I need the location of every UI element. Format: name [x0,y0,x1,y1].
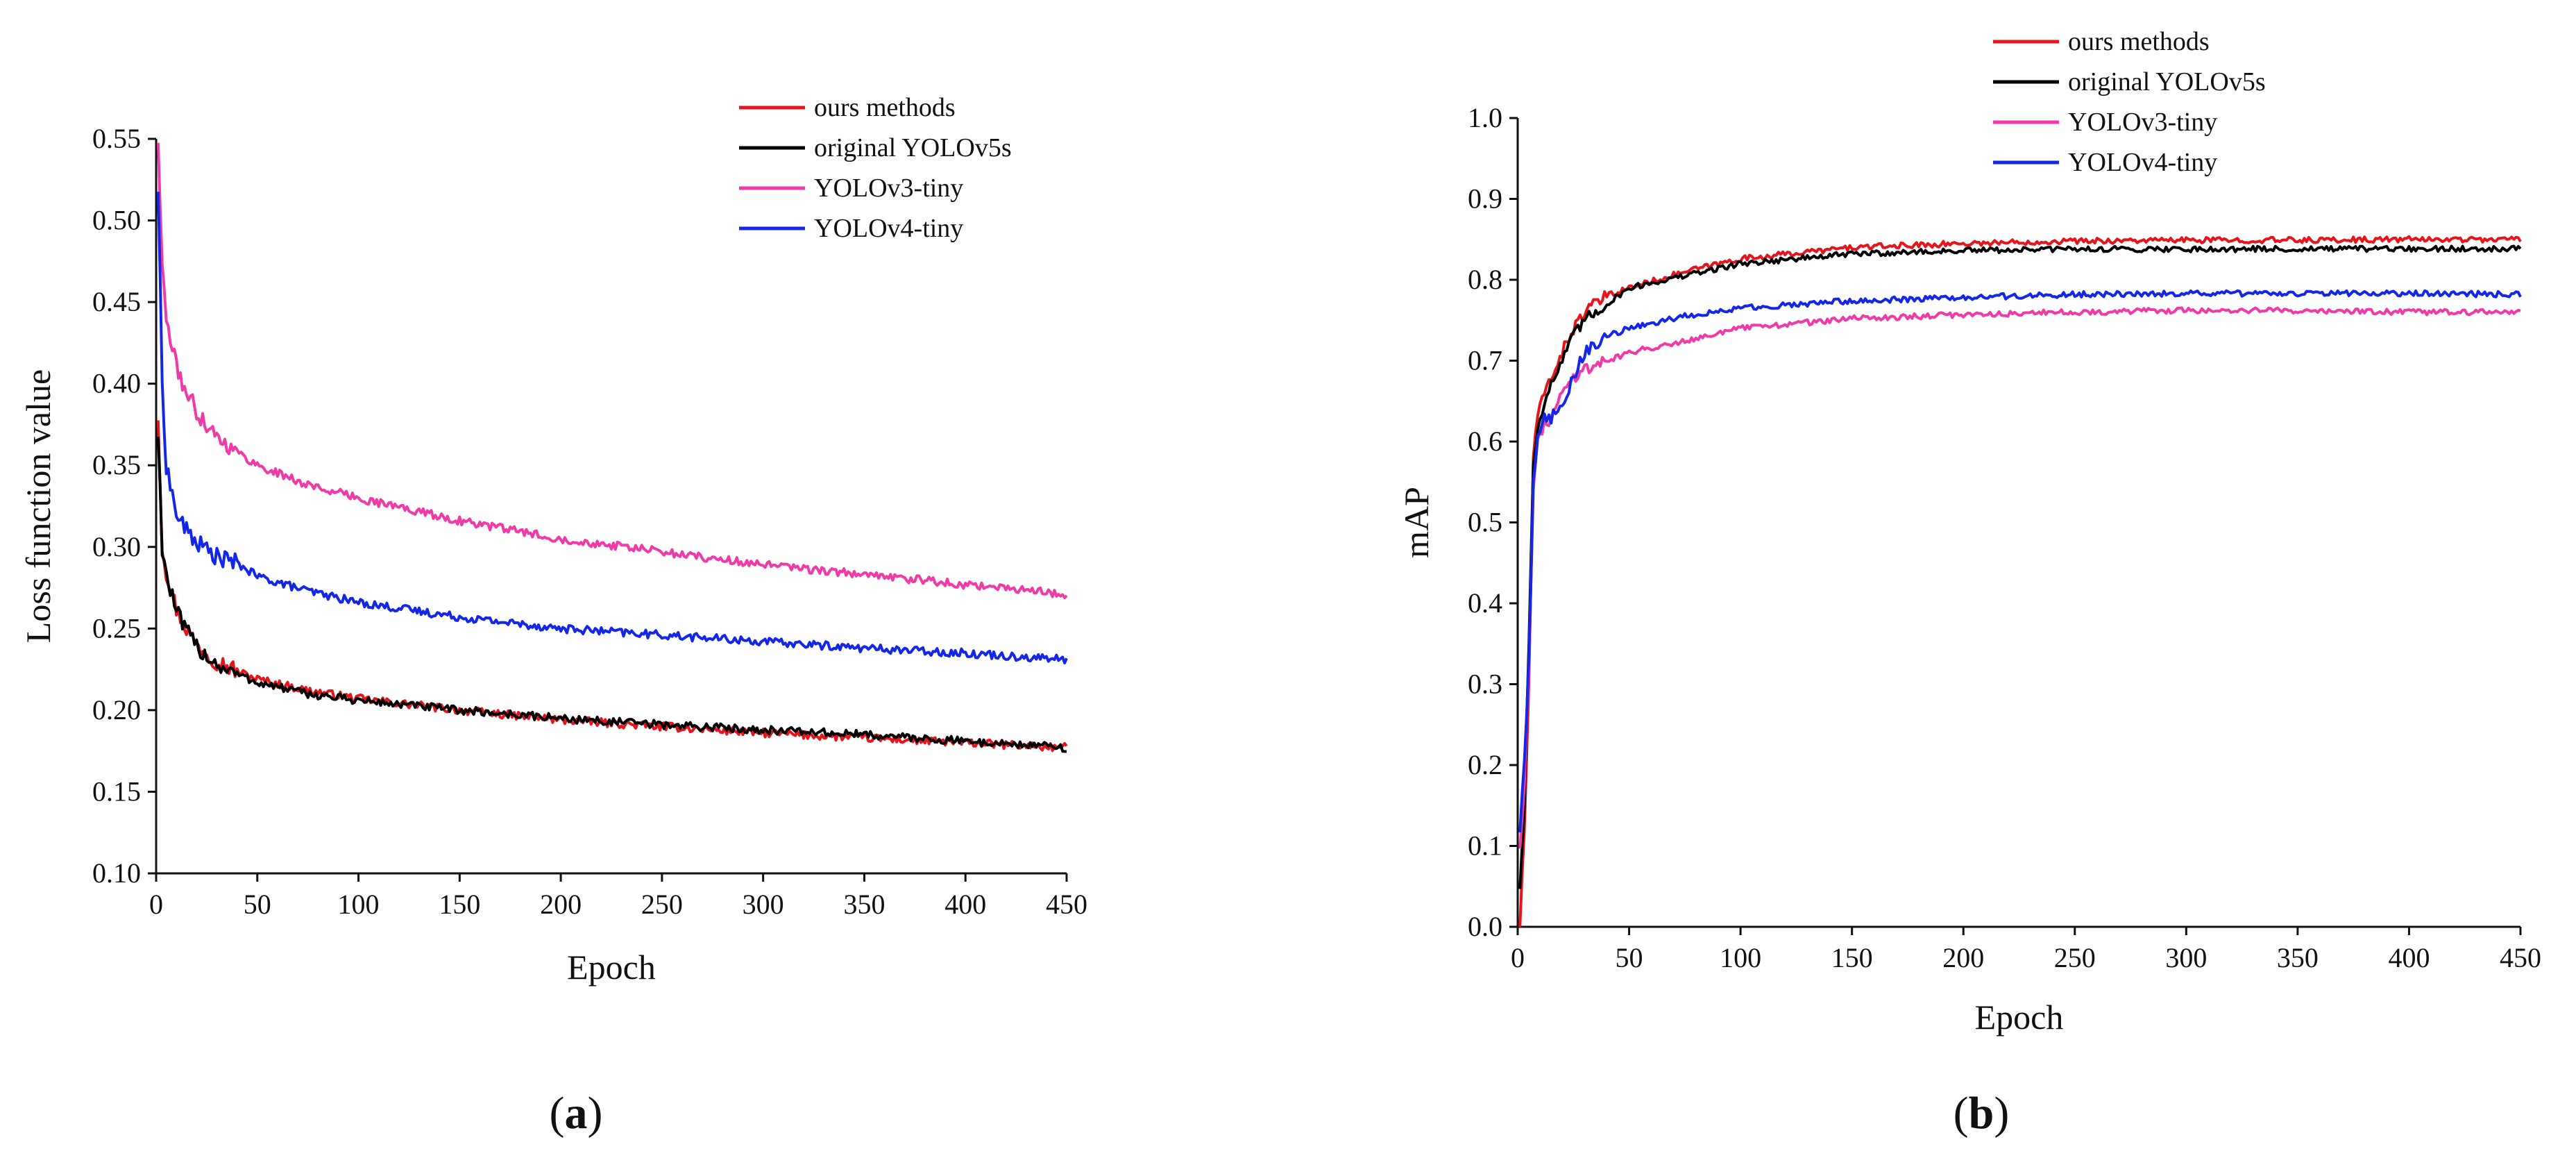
panel-label: (a) [550,1088,603,1139]
x-tick-label: 450 [2500,942,2541,973]
y-tick-label: 0.7 [1468,345,1502,376]
x-tick-label: 300 [2165,942,2207,973]
x-tick-label: 50 [1616,942,1643,973]
legend-label: YOLOv3-tiny [2068,108,2217,137]
series-line-ours-methods [1518,235,2522,928]
panel-label-open: ( [1954,1088,1969,1139]
x-tick-label: 400 [2388,942,2430,973]
y-tick-label: 0.4 [1468,587,1502,619]
x-tick-label: 0 [1511,942,1525,973]
y-axis-label: Loss function value [19,369,58,643]
y-tick-label: 0.0 [1468,911,1502,942]
y-tick-label: 0.15 [92,775,141,807]
x-tick-label: 300 [743,889,784,920]
series-line-yolov4-tiny [156,192,1068,664]
x-tick-label: 250 [2054,942,2096,973]
panel-label-open: ( [550,1088,565,1139]
x-tick-label: 100 [338,889,380,920]
y-tick-label: 0.3 [1468,669,1502,700]
y-tick-label: 0.50 [92,205,141,236]
y-tick-label: 0.40 [92,368,141,399]
panel-label-close: ) [1994,1088,2009,1139]
panel-label-letter: b [1969,1088,1994,1139]
legend-label: YOLOv4-tiny [814,214,963,243]
panel-label-letter: a [565,1088,588,1139]
y-tick-label: 0.55 [92,123,141,154]
x-tick-label: 150 [1831,942,1873,973]
y-tick-label: 0.2 [1468,749,1502,780]
x-tick-label: 350 [2277,942,2319,973]
y-tick-label: 0.1 [1468,830,1502,862]
y-tick-label: 0.30 [92,531,141,562]
legend-label: original YOLOv5s [814,133,1012,162]
series-line-yolov4-tiny [1518,289,2522,833]
x-tick-label: 400 [944,889,986,920]
y-axis-label: mAP [1397,487,1436,558]
y-tick-label: 0.45 [92,286,141,317]
panel-label: (b) [1954,1088,2010,1139]
series-line-original-yolov5s [156,436,1067,753]
chart-panel-a: 0.10 0.15 0.20 0.25 0.30 0.35 0.40 0.45 0.50 0.55… [19,93,1087,1139]
legend-label: original YOLOv5s [2068,67,2266,96]
y-tick-label: 0.5 [1468,507,1502,538]
x-tick-label: 200 [1942,942,1984,973]
legend-label: ours methods [2068,27,2210,56]
x-tick-label: 250 [641,889,683,920]
legend-label: YOLOv4-tiny [2068,148,2217,177]
legend-label: ours methods [814,93,956,122]
y-tick-label: 1.0 [1468,102,1502,133]
x-tick-label: 0 [149,889,163,920]
y-tick-label: 0.35 [92,449,141,480]
x-tick-label: 200 [540,889,582,920]
y-tick-label: 0.9 [1468,183,1502,215]
x-tick-label: 350 [843,889,885,920]
y-tick-label: 0.10 [92,857,141,889]
series-line-yolov3-tiny [1518,306,2521,849]
y-tick-label: 0.20 [92,694,141,725]
x-tick-label: 50 [244,889,271,920]
x-tick-label: 150 [439,889,480,920]
series-line-yolov3-tiny [156,142,1068,600]
x-tick-label: 450 [1046,889,1087,920]
y-tick-label: 0.6 [1468,426,1502,457]
x-axis-label: Epoch [567,948,656,987]
legend-label: YOLOv3-tiny [814,174,963,203]
x-axis-label: Epoch [1975,998,2064,1037]
x-tick-label: 100 [1720,942,1761,973]
panel-label-close: ) [588,1088,603,1139]
y-tick-label: 0.25 [92,612,141,644]
chart-panel-b: 0.0 0.1 0.2 0.3 0.4 0.5 0.6 0.7 0.8 0.9 1.0 0 50 100 1… [1397,27,2541,1139]
y-tick-label: 0.8 [1468,264,1502,295]
series-line-original-yolov5s [1518,244,2522,889]
